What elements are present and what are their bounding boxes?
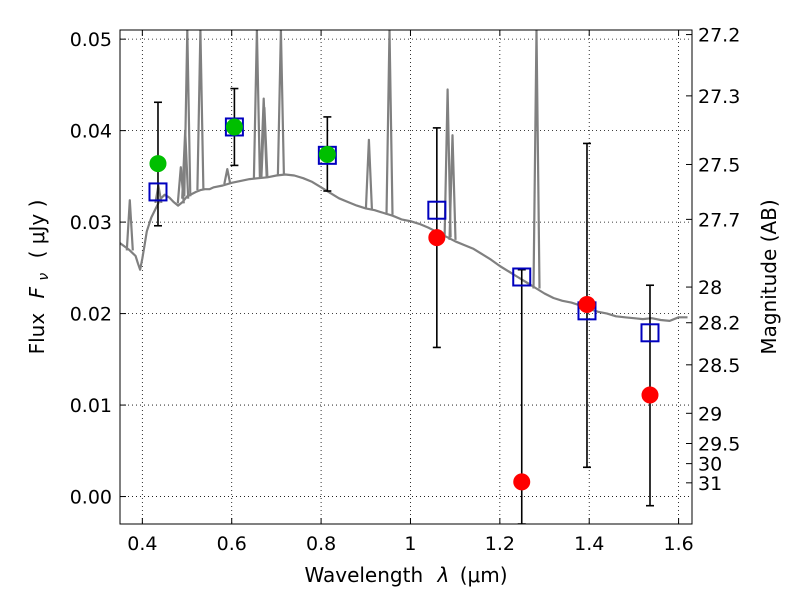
marker-layer [148, 117, 660, 491]
model-photometry-square [148, 182, 168, 202]
y2-tick-label: 31 [698, 473, 722, 495]
x-tick-label: 1.6 [663, 533, 693, 555]
y2-tick-label: 28.2 [698, 313, 740, 335]
emission-line-spike [448, 134, 457, 240]
emission-line-spike [443, 88, 452, 238]
detection-point [225, 118, 243, 136]
model-photometry-square [427, 200, 447, 220]
y-axis-title: Flux F ν ( μJy ) [25, 200, 53, 355]
emission-line-spike [276, 30, 285, 176]
model-photometry-square [512, 267, 532, 287]
emission-line-spike [385, 30, 394, 215]
x-tick-label: 1 [404, 533, 416, 555]
y-axis-title-symbol: F [25, 286, 49, 298]
y-tick-label: 0.04 [70, 121, 112, 143]
emission-line-spike [125, 199, 134, 251]
x-axis-title-symbol: λ [437, 563, 450, 587]
y-tick-label: 0.01 [70, 395, 112, 417]
x-axis-title: Wavelength λ (μm) [304, 563, 507, 587]
emission-line-spike [196, 30, 205, 191]
x-axis-title-text: Wavelength [304, 563, 423, 587]
y2-axis-title: Magnitude (AB) [757, 199, 781, 354]
emission-line-spike [260, 106, 269, 178]
x-tick-label: 0.4 [127, 533, 157, 555]
emission-line-spike [252, 30, 261, 179]
plot-frame [119, 29, 693, 525]
y-axis-title-subscript: ν [36, 273, 52, 281]
y2-tick-label: 27.7 [698, 209, 740, 231]
y-tick-label: 0.02 [70, 304, 112, 326]
emission-line-spike [532, 30, 541, 289]
y-tick-label: 0.03 [70, 212, 112, 234]
detection-point [149, 155, 167, 173]
x-tick-label: 1.2 [485, 533, 515, 555]
y2-tick-label: 30 [698, 454, 722, 476]
y-tick-label: 0.00 [70, 487, 112, 509]
detection-point [318, 145, 336, 163]
x-tick-label: 1.4 [574, 533, 604, 555]
y2-tick-label: 29 [698, 403, 722, 425]
grid [120, 30, 692, 524]
y2-tick-label: 27.2 [698, 25, 740, 47]
x-axis-title-unit: (μm) [460, 563, 508, 587]
y-axis-title-text: Flux [25, 313, 49, 355]
measurement-point [428, 229, 446, 247]
model-photometry-square [640, 323, 660, 343]
measurement-point [513, 473, 531, 491]
x-tick-label: 0.8 [306, 533, 336, 555]
y2-tick-label: 28.5 [698, 355, 740, 377]
y2-tick-label: 29.5 [698, 433, 740, 455]
y2-tick-label: 27.3 [698, 86, 740, 108]
x-tick-label: 0.6 [217, 533, 247, 555]
ticks: 0.4 0.6 0.8 1 1.2 1.4 1.6 0.00 0.01 0.02 0.03 0.04 0… [70, 25, 741, 555]
y2-tick-label: 27.5 [698, 154, 740, 176]
emission-line-spike [183, 30, 192, 197]
measurement-point [578, 295, 596, 313]
y2-tick-label: 28 [698, 277, 722, 299]
emission-line-spike [223, 168, 232, 185]
y-axis-title-unit: ( μJy ) [25, 200, 49, 259]
measurement-point [641, 386, 659, 404]
emission-line-spike [364, 138, 373, 210]
y-tick-label: 0.05 [70, 29, 112, 51]
